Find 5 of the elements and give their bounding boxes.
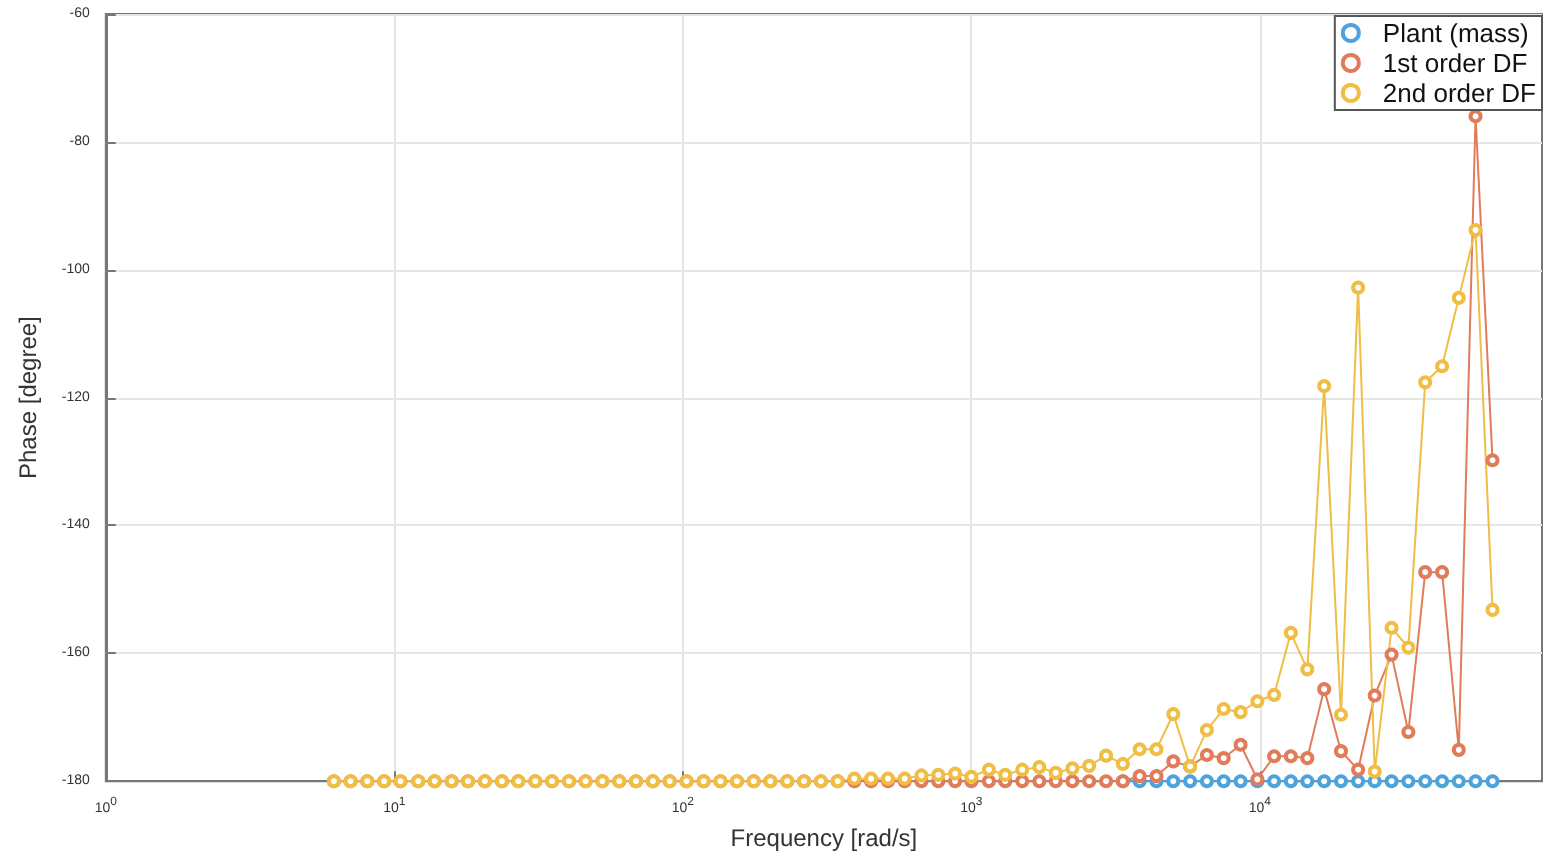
legend-label: 1st order DF [1382, 48, 1528, 78]
x-axis-title: Frequency [rad/s] [730, 824, 918, 852]
legend-label: Plant (mass) [1382, 18, 1529, 48]
y-axis-title: Phase [degree] [14, 316, 42, 480]
legend-label: 2nd order DF [1382, 78, 1537, 108]
